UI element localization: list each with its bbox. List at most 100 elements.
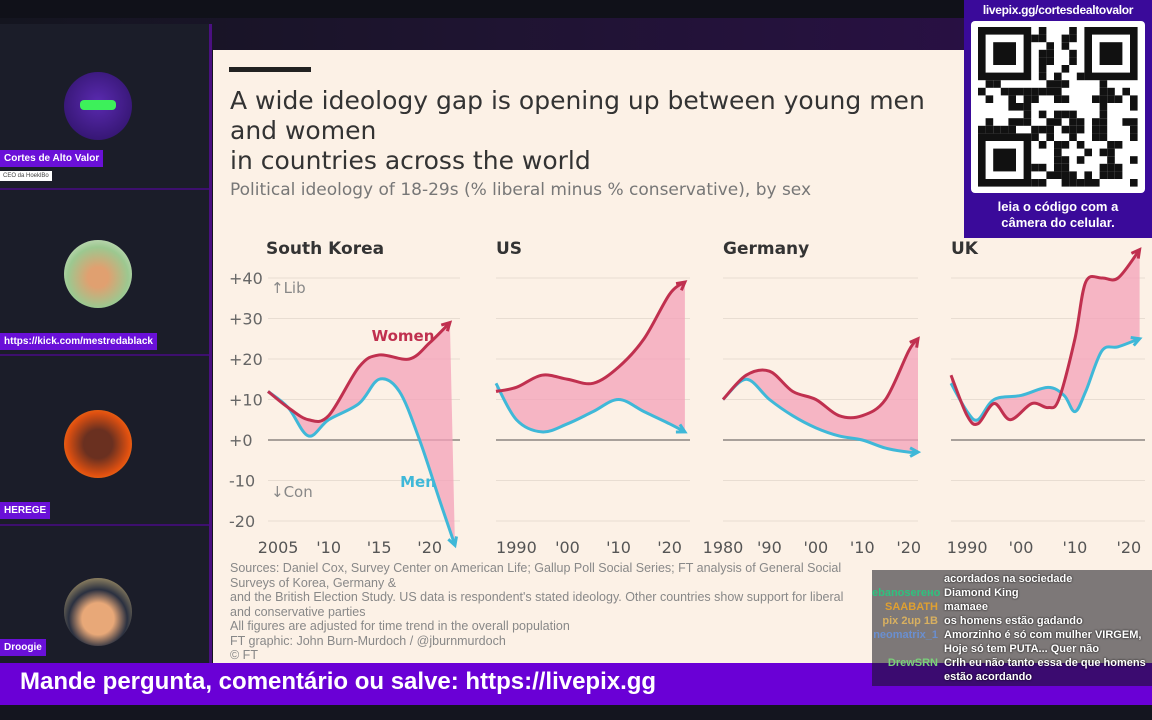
chart-title: A wide ideology gap is opening up betwee… (230, 86, 955, 176)
participant-name: Cortes de Alto Valor (0, 150, 104, 167)
con-label: ↓Con (271, 483, 313, 501)
participant-slot: https://kick.com/mestredablack (0, 190, 209, 356)
chat-text: mamaee (944, 601, 989, 613)
qr-code[interactable] (971, 21, 1145, 193)
x-tick-label: '20 (1116, 538, 1141, 557)
livepix-url[interactable]: livepix.gg/cortesdealtovalor (982, 3, 1134, 17)
chat-username: ebanoserено (872, 587, 941, 599)
chart-title-line-1: A wide ideology gap is opening up betwee… (230, 86, 925, 145)
men-line (949, 337, 1141, 422)
qr-caption: leia o código com a câmera do celular. (964, 199, 1152, 231)
x-tick-label: '90 (757, 538, 782, 557)
x-tick-label: '15 (367, 538, 392, 557)
chat-username: neomatrix_1 (873, 629, 938, 641)
panel-title-uk: UK (951, 239, 979, 259)
y-tick-label: +0 (229, 431, 253, 450)
livepix-qr-box[interactable]: livepix.gg/cortesdealtovalor leia o códi… (964, 0, 1152, 238)
chat-text: Diamond King (944, 587, 1019, 599)
men-arrow (909, 446, 922, 458)
x-tick-label: 1980 (703, 538, 744, 557)
source-line: Sources: Daniel Cox, Survey Center on Am… (230, 561, 842, 590)
men-arrow (675, 423, 688, 434)
chat-text: acordados na sociedade (944, 573, 1073, 585)
men-line (721, 377, 919, 454)
chart-title-line-2: in countries across the world (230, 146, 591, 175)
chat-overlay: acordados na sociedade ebanoserено Diamond… (872, 570, 1152, 686)
x-tick-label: '20 (657, 538, 682, 557)
women-arrow (909, 336, 920, 348)
x-tick-label: 1990 (496, 538, 537, 557)
chat-text: Amorzinho é só com mulher VIRGEM, Hoje s… (944, 629, 1142, 655)
chat-message: acordados na sociedade (872, 572, 1150, 586)
qr-caption-line: câmera do celular. (1001, 215, 1115, 230)
lib-label: ↑Lib (271, 279, 306, 297)
chart-subtitle: Political ideology of 18-29s (% liberal … (230, 180, 812, 200)
men-line (494, 382, 686, 434)
x-tick-label: '10 (850, 538, 875, 557)
panel-title-us: US (496, 239, 522, 259)
participant-name: Droogie (0, 639, 46, 656)
y-tick-label: +20 (229, 350, 263, 369)
participant-slot: Droogie (0, 526, 209, 664)
participant-slot: Cortes de Alto Valor CEO da HoeklBo (0, 24, 209, 190)
ticker-text: Mande pergunta, comentário ou salve: htt… (20, 668, 657, 695)
ft-accent-bar (229, 67, 311, 72)
women-arrow (1130, 247, 1142, 259)
women-line (495, 280, 686, 393)
woman-avatar (64, 240, 132, 308)
panel-title-south-korea: South Korea (266, 239, 384, 259)
chat-message: pix 2up 1B os homens estão gadando (872, 614, 1150, 628)
participants-panel: Cortes de Alto Valor CEO da HoeklBo http… (0, 24, 212, 664)
shared-chart-screen: A wide ideology gap is opening up betwee… (213, 50, 1152, 664)
women-arrow (675, 280, 688, 291)
y-tick-label: +40 (229, 269, 263, 288)
x-tick-label: '20 (417, 538, 442, 557)
women-line (949, 248, 1141, 427)
source-line: FT graphic: John Burn-Murdoch / @jburnmu… (230, 633, 506, 648)
gap-area (496, 282, 685, 432)
chart-sources: Sources: Daniel Cox, Survey Center on Am… (230, 561, 860, 663)
man-avatar (64, 410, 132, 478)
gap-area (951, 249, 1140, 425)
chart-plot: +40 +30 +20 +10 +0 -10 -20 ↑Lib ↓Con South Korea 2… (229, 239, 1145, 557)
participant-slot: HEREGE (0, 356, 209, 526)
chat-text: Crlh eu não tanto essa de que homens est… (944, 657, 1146, 683)
source-line: © FT (230, 648, 258, 662)
chat-username: SAABATH (885, 601, 938, 613)
men-label: Men (400, 473, 436, 491)
x-tick-label: '20 (896, 538, 921, 557)
x-tick-label: 1990 (947, 538, 988, 557)
chat-message: DrewSRN Crlh eu não tanto essa de que hom… (872, 656, 1150, 684)
women-arrow (440, 320, 453, 332)
x-tick-label: '10 (1063, 538, 1088, 557)
chat-message: SAABATH mamaee (872, 600, 1150, 614)
x-tick-label: '00 (1009, 538, 1034, 557)
chat-username: DrewSRN (887, 657, 938, 669)
women-line (721, 337, 920, 420)
chat-username: pix 2up 1B (882, 615, 938, 627)
cartoon-avatar (64, 578, 132, 646)
men-line (267, 377, 457, 546)
gap-area (268, 322, 455, 546)
y-tick-label: +30 (229, 310, 263, 329)
men-arrow (447, 536, 458, 549)
x-tick-label: 2005 (258, 538, 299, 557)
x-tick-label: '00 (555, 538, 580, 557)
source-line: All figures are adjusted for time trend … (230, 619, 570, 633)
chat-message: neomatrix_1 Amorzinho é só com mulher VIR… (872, 628, 1150, 656)
men-arrow (1130, 336, 1143, 347)
x-tick-label: '10 (316, 538, 341, 557)
participant-name: HEREGE (0, 502, 51, 519)
y-tick-label: -10 (229, 472, 255, 491)
participant-subtitle: CEO da HoeklBo (0, 171, 52, 181)
robot-avatar (64, 72, 132, 140)
women-line (267, 321, 451, 424)
chat-username (872, 572, 944, 586)
chat-text: os homens estão gadando (944, 615, 1083, 627)
source-line: and the British Election Study. US data … (230, 590, 844, 619)
x-tick-label: '10 (606, 538, 631, 557)
x-tick-label: '00 (803, 538, 828, 557)
participant-name: https://kick.com/mestredablack (0, 333, 157, 350)
y-tick-label: +10 (229, 391, 263, 410)
gap-area (723, 338, 918, 453)
